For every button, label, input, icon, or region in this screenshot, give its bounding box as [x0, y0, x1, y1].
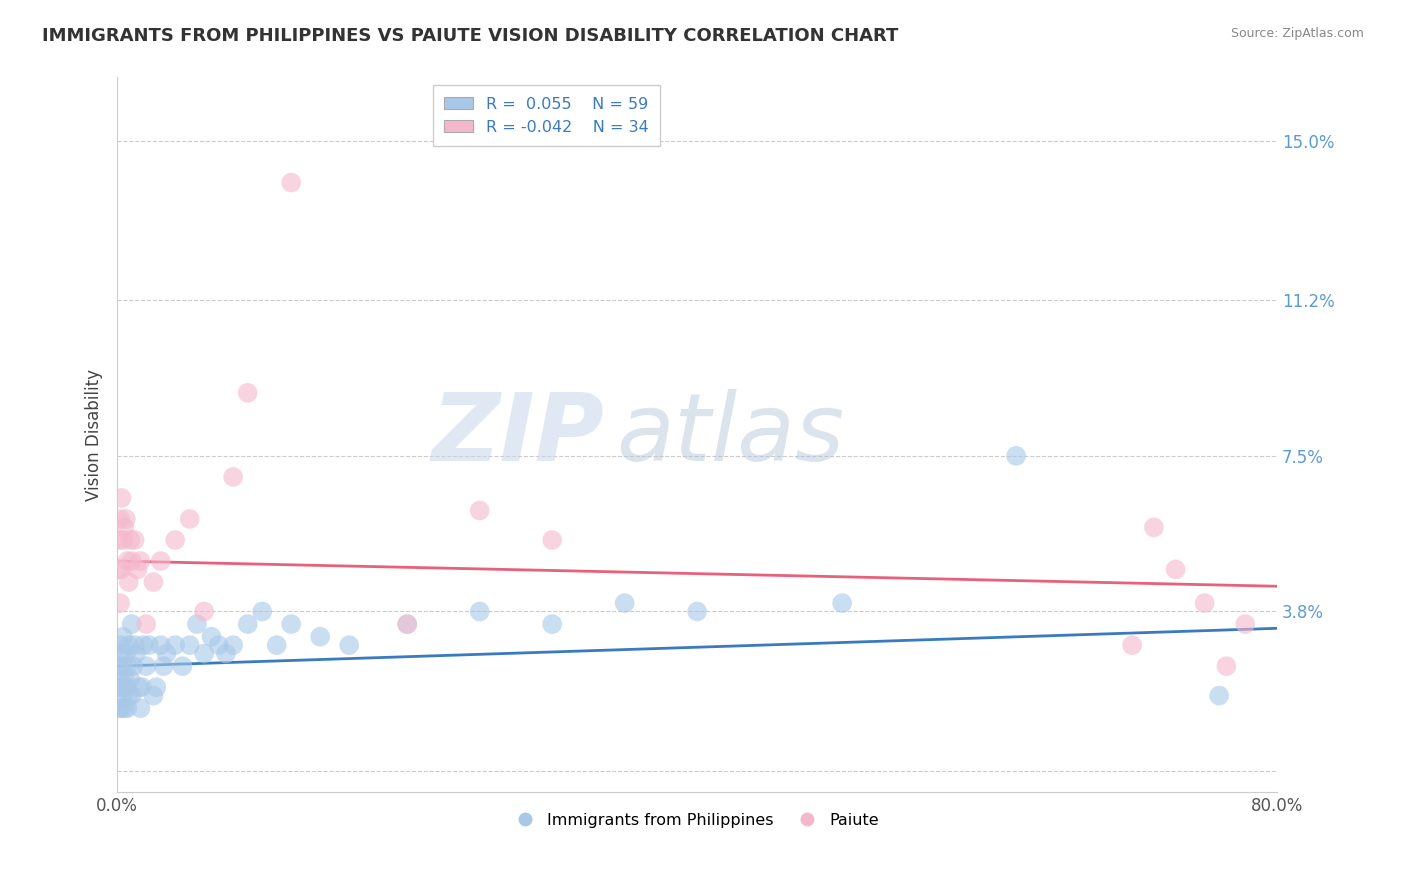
Point: [129, 701, 152, 715]
Point: [541, 617, 564, 632]
Point: [121, 554, 143, 568]
Point: [127, 562, 149, 576]
Point: [222, 470, 245, 484]
Point: [117, 701, 139, 715]
Point: [396, 617, 419, 632]
Point: [149, 554, 172, 568]
Point: [110, 491, 132, 505]
Point: [222, 638, 245, 652]
Point: [122, 659, 145, 673]
Point: [115, 647, 138, 661]
Point: [280, 617, 302, 632]
Point: [124, 638, 146, 652]
Point: [193, 647, 215, 661]
Point: [179, 638, 201, 652]
Point: [1194, 596, 1216, 610]
Point: [111, 533, 134, 547]
Point: [128, 680, 150, 694]
Point: [179, 512, 201, 526]
Point: [114, 520, 136, 534]
Text: Source: ZipAtlas.com: Source: ZipAtlas.com: [1230, 27, 1364, 40]
Point: [121, 617, 143, 632]
Point: [108, 512, 131, 526]
Point: [120, 533, 142, 547]
Point: [145, 680, 167, 694]
Point: [117, 659, 139, 673]
Legend: Immigrants from Philippines, Paiute: Immigrants from Philippines, Paiute: [509, 806, 886, 834]
Point: [111, 630, 134, 644]
Point: [149, 638, 172, 652]
Point: [1234, 617, 1257, 632]
Point: [111, 689, 134, 703]
Point: [152, 659, 174, 673]
Point: [142, 689, 165, 703]
Point: [200, 630, 222, 644]
Point: [110, 647, 132, 661]
Point: [110, 680, 132, 694]
Point: [172, 659, 194, 673]
Point: [1208, 689, 1230, 703]
Point: [107, 680, 129, 694]
Point: [121, 689, 143, 703]
Point: [120, 672, 142, 686]
Y-axis label: Vision Disability: Vision Disability: [86, 369, 103, 501]
Point: [468, 605, 491, 619]
Point: [208, 638, 231, 652]
Point: [132, 638, 155, 652]
Point: [110, 701, 132, 715]
Point: [309, 630, 332, 644]
Text: atlas: atlas: [616, 390, 844, 481]
Point: [1121, 638, 1143, 652]
Point: [1215, 659, 1237, 673]
Point: [135, 659, 157, 673]
Point: [118, 575, 141, 590]
Point: [165, 533, 187, 547]
Point: [193, 605, 215, 619]
Point: [138, 638, 160, 652]
Point: [236, 617, 259, 632]
Point: [108, 596, 131, 610]
Point: [468, 503, 491, 517]
Point: [613, 596, 636, 610]
Point: [1005, 449, 1028, 463]
Point: [396, 617, 419, 632]
Point: [118, 689, 141, 703]
Point: [1164, 562, 1187, 576]
Point: [108, 672, 131, 686]
Point: [155, 647, 177, 661]
Point: [107, 533, 129, 547]
Point: [215, 647, 238, 661]
Point: [129, 554, 152, 568]
Point: [236, 385, 259, 400]
Text: ZIP: ZIP: [432, 389, 605, 481]
Point: [686, 605, 709, 619]
Point: [831, 596, 853, 610]
Point: [108, 638, 131, 652]
Point: [186, 617, 208, 632]
Point: [108, 701, 131, 715]
Point: [337, 638, 360, 652]
Point: [250, 605, 273, 619]
Point: [1143, 520, 1166, 534]
Point: [142, 575, 165, 590]
Point: [110, 562, 132, 576]
Point: [115, 512, 138, 526]
Point: [111, 659, 134, 673]
Point: [107, 562, 129, 576]
Point: [124, 533, 146, 547]
Point: [280, 176, 302, 190]
Text: IMMIGRANTS FROM PHILIPPINES VS PAIUTE VISION DISABILITY CORRELATION CHART: IMMIGRANTS FROM PHILIPPINES VS PAIUTE VI…: [42, 27, 898, 45]
Point: [266, 638, 288, 652]
Point: [125, 647, 148, 661]
Point: [541, 533, 564, 547]
Point: [107, 659, 129, 673]
Point: [165, 638, 187, 652]
Point: [131, 680, 153, 694]
Point: [135, 617, 157, 632]
Point: [114, 701, 136, 715]
Point: [115, 680, 138, 694]
Point: [118, 638, 141, 652]
Point: [117, 554, 139, 568]
Point: [114, 672, 136, 686]
